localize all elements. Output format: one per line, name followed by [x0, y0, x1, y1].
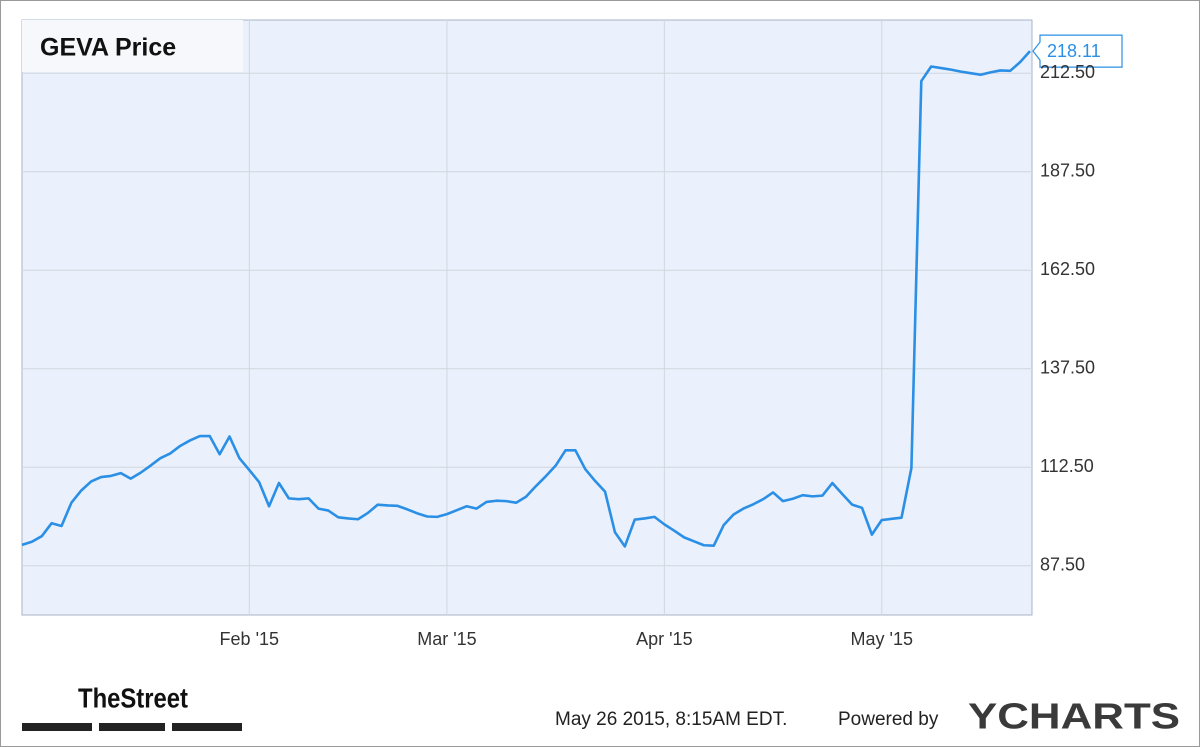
last-value-label: 218.11	[1047, 41, 1101, 61]
y-tick-label: 187.50	[1040, 160, 1095, 180]
title-box	[22, 20, 243, 72]
powered-by: Powered by	[838, 709, 939, 730]
y-tick-label: 212.50	[1040, 62, 1095, 82]
y-tick-label: 162.50	[1040, 259, 1095, 279]
y-tick-label: 112.50	[1040, 456, 1094, 476]
plot-area	[21, 19, 1033, 616]
x-tick-label: Mar '15	[417, 629, 476, 649]
brand: YCHARTS	[968, 696, 1180, 737]
source: TheStreet	[78, 682, 188, 713]
x-tick-label: Feb '15	[220, 629, 279, 649]
source-logo: TheStreet	[22, 682, 242, 731]
y-tick-label: 87.50	[1040, 554, 1085, 574]
timestamp: May 26 2015, 8:15AM EDT.	[555, 709, 787, 730]
logo-bar	[22, 723, 92, 731]
x-tick-label: Apr '15	[636, 629, 692, 649]
logo-bar	[172, 723, 242, 731]
logo-bar	[99, 723, 165, 731]
price-line	[21, 50, 1031, 548]
chart-title: GEVA Price	[40, 34, 176, 62]
x-tick-label: May '15	[851, 629, 913, 649]
last-value-callout	[1032, 34, 1123, 68]
y-tick-label: 137.50	[1040, 357, 1095, 377]
